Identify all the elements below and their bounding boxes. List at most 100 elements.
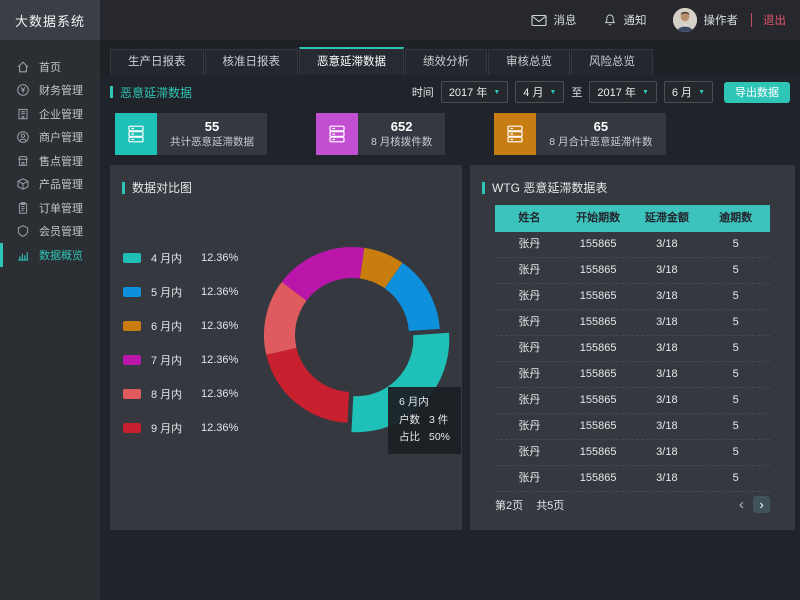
operator-label: 操作者	[703, 15, 739, 27]
next-page-button[interactable]: ›	[753, 496, 770, 513]
topbar: 大数据系统 消息 通知	[0, 0, 800, 40]
table-header-row: 姓名 开始期数 延滞金额 逾期数	[495, 205, 770, 232]
stat-label: 8 月合计恶意延滞件数	[549, 136, 653, 148]
table-row[interactable]: 张丹 155865 3/18 5	[495, 362, 770, 388]
legend-value: 12.36%	[201, 354, 239, 366]
chart-tooltip: 6 月内 户数 3 件 占比 50%	[388, 387, 462, 454]
stat-value: 65	[593, 119, 609, 134]
sidebar-item-member[interactable]: 会员管理	[0, 220, 100, 244]
section-title: 恶意延滞数据	[110, 84, 192, 101]
stat-label: 8 月核拨件数	[371, 136, 433, 148]
legend-value: 12.36%	[201, 286, 239, 298]
donut-segment-7月内[interactable]	[281, 247, 365, 301]
legend-label: 7 月内	[151, 355, 183, 367]
notifications-button[interactable]: 通知	[603, 12, 647, 28]
table-row[interactable]: 张丹 155865 3/18 5	[495, 336, 770, 362]
legend-value: 12.36%	[201, 422, 239, 434]
app-title: 大数据系统	[0, 0, 100, 40]
dropdown-select[interactable]: 2017 年 ▼	[589, 81, 657, 103]
table-row[interactable]: 张丹 155865 3/18 5	[495, 440, 770, 466]
sidebar-item-label: 会员管理	[39, 226, 83, 239]
mail-icon	[530, 14, 547, 27]
tab[interactable]: 审核总览	[488, 49, 570, 75]
legend-label: 5 月内	[151, 287, 183, 299]
legend-item[interactable]: 6 月内 12.36%	[123, 309, 238, 343]
stat-card: 65 8 月合计恶意延滞件数	[494, 113, 666, 155]
sidebar-item-label: 商户管理	[39, 132, 83, 145]
table-row[interactable]: 张丹 155865 3/18 5	[495, 414, 770, 440]
topbar-divider	[751, 13, 752, 27]
legend-item[interactable]: 9 月内 12.36%	[123, 411, 238, 445]
server-stack-icon	[494, 113, 537, 155]
sidebar-item-merchant[interactable]: 商户管理	[0, 126, 100, 150]
notifications-label: 通知	[623, 15, 647, 27]
legend-item[interactable]: 8 月内 12.36%	[123, 377, 238, 411]
donut-segment-4月内[interactable]	[351, 332, 450, 433]
legend-item[interactable]: 4 月内 12.36%	[123, 241, 238, 275]
sidebar-item-label: 订单管理	[39, 202, 83, 215]
legend-swatch	[123, 253, 141, 263]
pagination: 第2页 共5页 ‹ ›	[495, 496, 770, 513]
legend-swatch	[123, 287, 141, 297]
shop-icon	[16, 154, 30, 168]
sidebar-item-label: 售点管理	[39, 155, 83, 168]
server-stack-icon	[115, 113, 157, 155]
chevron-down-icon: ▼	[698, 88, 705, 96]
sidebar-item-finance[interactable]: 财务管理	[0, 79, 100, 103]
sidebar-item-company[interactable]: 企业管理	[0, 102, 100, 126]
chart-legend: 4 月内 12.36% 5 月内 12.36% 6 月内 12.36% 7 月内…	[123, 241, 238, 445]
legend-item[interactable]: 7 月内 12.36%	[123, 343, 238, 377]
legend-item[interactable]: 5 月内 12.36%	[123, 275, 238, 309]
sidebar-item-outlet[interactable]: 售点管理	[0, 149, 100, 173]
legend-value: 12.36%	[201, 252, 239, 264]
tab[interactable]: 生产日报表	[110, 49, 204, 75]
title-accent-bar	[122, 181, 125, 194]
donut-chart[interactable]	[242, 225, 462, 445]
product-icon	[16, 177, 30, 191]
sidebar-item-overview[interactable]: 数据概览	[0, 243, 100, 267]
legend-swatch	[123, 389, 141, 399]
tab[interactable]: 核准日报表	[204, 49, 298, 75]
sidebar-item-home[interactable]: 首页	[0, 55, 100, 79]
avatar	[672, 8, 697, 32]
table-row[interactable]: 张丹 155865 3/18 5	[495, 310, 770, 336]
donut-segment-9月内[interactable]	[266, 347, 350, 423]
chart-panel: 数据对比图 4 月内 12.36% 5 月内 12.36% 6 月内 12.36…	[110, 165, 462, 530]
donut-segment-8月内[interactable]	[264, 282, 307, 355]
messages-button[interactable]: 消息	[530, 12, 577, 28]
sidebar-item-product[interactable]: 产品管理	[0, 173, 100, 197]
title-accent-bar	[482, 181, 485, 194]
dropdown-select[interactable]: 4 月 ▼	[515, 81, 565, 103]
chart-title: 数据对比图	[122, 179, 192, 196]
legend-value: 12.36%	[201, 388, 239, 400]
order-icon	[16, 201, 30, 215]
dropdown-select[interactable]: 6 月 ▼	[663, 81, 713, 103]
legend-label: 4 月内	[151, 253, 183, 265]
page-info: 第2页 共5页	[495, 497, 574, 513]
prev-page-button[interactable]: ‹	[739, 496, 744, 513]
member-icon	[16, 224, 30, 238]
col-header: 延滞金额	[644, 212, 689, 224]
operator-menu[interactable]: 操作者	[672, 8, 739, 32]
table-row[interactable]: 张丹 155865 3/18 5	[495, 388, 770, 414]
total-pages: 共5页	[536, 499, 565, 512]
logout-button[interactable]: 退出	[763, 15, 786, 27]
export-button[interactable]: 导出数据	[724, 81, 790, 103]
donut-segment-6月内[interactable]	[359, 247, 403, 289]
stat-value: 55	[204, 119, 220, 134]
table-row[interactable]: 张丹 155865 3/18 5	[495, 232, 770, 258]
tab[interactable]: 绩效分析	[405, 49, 487, 75]
tab[interactable]: 恶意延滞数据	[299, 47, 404, 75]
table-row[interactable]: 张丹 155865 3/18 5	[495, 284, 770, 310]
legend-swatch	[123, 423, 141, 433]
merchant-icon	[16, 130, 30, 144]
tab[interactable]: 风险总览	[571, 49, 653, 75]
stat-value: 652	[390, 119, 413, 134]
sidebar-item-order[interactable]: 订单管理	[0, 196, 100, 220]
donut-segment-5月内[interactable]	[384, 262, 440, 332]
finance-icon	[16, 83, 30, 97]
server-stack-icon	[316, 113, 358, 155]
table-row[interactable]: 张丹 155865 3/18 5	[495, 466, 770, 492]
table-row[interactable]: 张丹 155865 3/18 5	[495, 258, 770, 284]
dropdown-select[interactable]: 2017 年 ▼	[440, 81, 509, 103]
